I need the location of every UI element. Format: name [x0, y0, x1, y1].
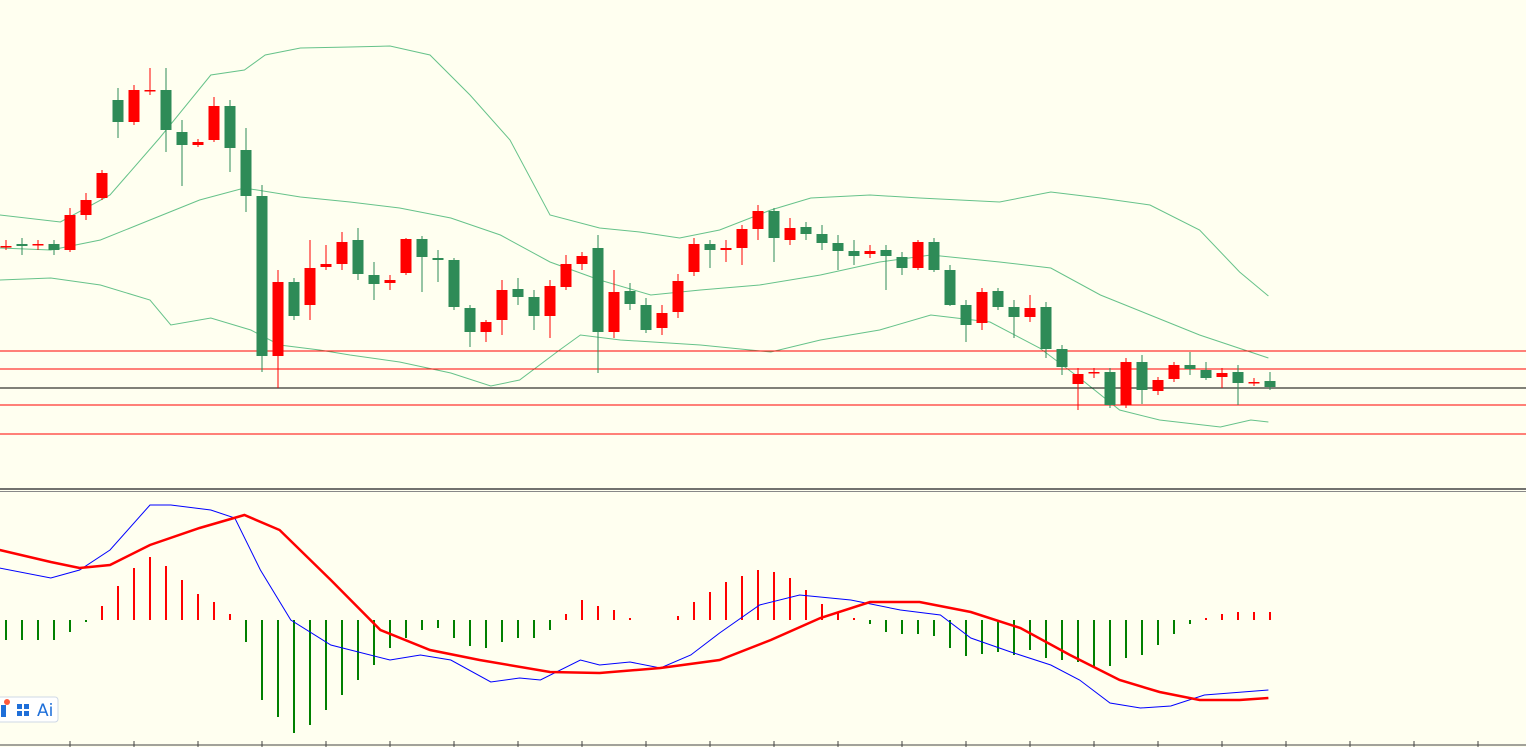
- candle-body: [304, 268, 316, 305]
- candle-body: [512, 289, 524, 297]
- candle-body: [688, 244, 700, 272]
- candle-body: [656, 313, 668, 328]
- candle-body: [480, 322, 492, 332]
- candle-body: [48, 244, 60, 250]
- candle-body: [880, 250, 892, 256]
- candle-body: [336, 242, 348, 264]
- candle-body: [192, 142, 204, 145]
- candle-body: [944, 270, 956, 305]
- candle-body: [176, 132, 188, 145]
- candle-body: [672, 281, 684, 312]
- candle-body: [464, 308, 476, 332]
- candle-body: [896, 257, 908, 268]
- candle-body: [96, 173, 108, 198]
- candle-body: [368, 275, 380, 284]
- indicator-line: [0, 513, 1269, 702]
- candle-body: [1184, 365, 1196, 369]
- icon-dot: [4, 699, 10, 705]
- candle-body: [784, 228, 796, 240]
- candle-body: [1056, 349, 1068, 367]
- candle-body: [400, 239, 412, 273]
- icon: [24, 704, 29, 709]
- price-pane: [0, 45, 1526, 435]
- indicator-line: [0, 277, 1269, 428]
- candle-body: [112, 100, 124, 122]
- candle-body: [208, 106, 220, 140]
- candle-body: [576, 256, 588, 264]
- indicator-line: [0, 504, 1269, 709]
- candle-body: [1200, 370, 1212, 378]
- candle-body: [928, 242, 940, 270]
- candle-body: [272, 282, 284, 356]
- candle-body: [1088, 372, 1100, 374]
- candle-body: [80, 200, 92, 215]
- candle-body: [992, 291, 1004, 307]
- icon: [17, 711, 22, 716]
- candle-body: [752, 211, 764, 229]
- icon: [24, 711, 29, 716]
- candle-body: [1008, 307, 1020, 317]
- candle-body: [144, 90, 156, 92]
- candle-body: [544, 286, 556, 316]
- candle-body: [0, 246, 12, 248]
- candle-body: [816, 234, 828, 243]
- candle-body: [848, 251, 860, 256]
- candle-body: [416, 239, 428, 257]
- candle-body: [1216, 373, 1228, 377]
- macd-pane: [0, 504, 1271, 733]
- candle-body: [800, 227, 812, 234]
- icon: [17, 704, 22, 709]
- candle-body: [608, 292, 620, 332]
- indicator-line: [0, 45, 1269, 297]
- candle-body: [528, 297, 540, 316]
- candle-body: [640, 305, 652, 330]
- candle-body: [1232, 372, 1244, 383]
- candle-body: [768, 211, 780, 238]
- candle-body: [16, 244, 28, 246]
- candle-body: [832, 243, 844, 251]
- candle-body: [432, 258, 444, 260]
- candle-body: [720, 248, 732, 250]
- ai-label[interactable]: Ai: [37, 701, 53, 721]
- candle-body: [976, 292, 988, 323]
- candle-body: [704, 244, 716, 250]
- candle-body: [1104, 372, 1116, 405]
- candle-body: [1040, 307, 1052, 349]
- candle-body: [912, 242, 924, 268]
- candle-body: [1136, 362, 1148, 390]
- candle-body: [1168, 365, 1180, 379]
- candle-body: [320, 264, 332, 267]
- icon: [1, 705, 6, 717]
- candle-body: [1072, 374, 1084, 384]
- candle-body: [32, 244, 44, 246]
- candle-body: [240, 150, 252, 196]
- candle-body: [864, 251, 876, 254]
- candle-body: [160, 90, 172, 130]
- candle-body: [736, 229, 748, 248]
- candle-body: [960, 305, 972, 325]
- candle-body: [1120, 362, 1132, 405]
- candle-body: [256, 196, 268, 356]
- ai-button-frame[interactable]: [0, 696, 59, 723]
- candle-body: [448, 260, 460, 307]
- candle-body: [224, 106, 236, 148]
- ai-button[interactable]: Ai: [0, 696, 59, 723]
- candle-body: [1152, 380, 1164, 391]
- candle-body: [1264, 381, 1276, 387]
- candle-body: [352, 240, 364, 274]
- candle-body: [1024, 308, 1036, 317]
- candle-body: [592, 248, 604, 332]
- candle-body: [64, 215, 76, 250]
- candle-body: [288, 282, 300, 316]
- candle-body: [128, 90, 140, 122]
- candle-body: [384, 280, 396, 283]
- candle-body: [624, 291, 636, 304]
- candle-body: [496, 290, 508, 320]
- candle-body: [560, 264, 572, 287]
- candle-body: [1248, 382, 1260, 384]
